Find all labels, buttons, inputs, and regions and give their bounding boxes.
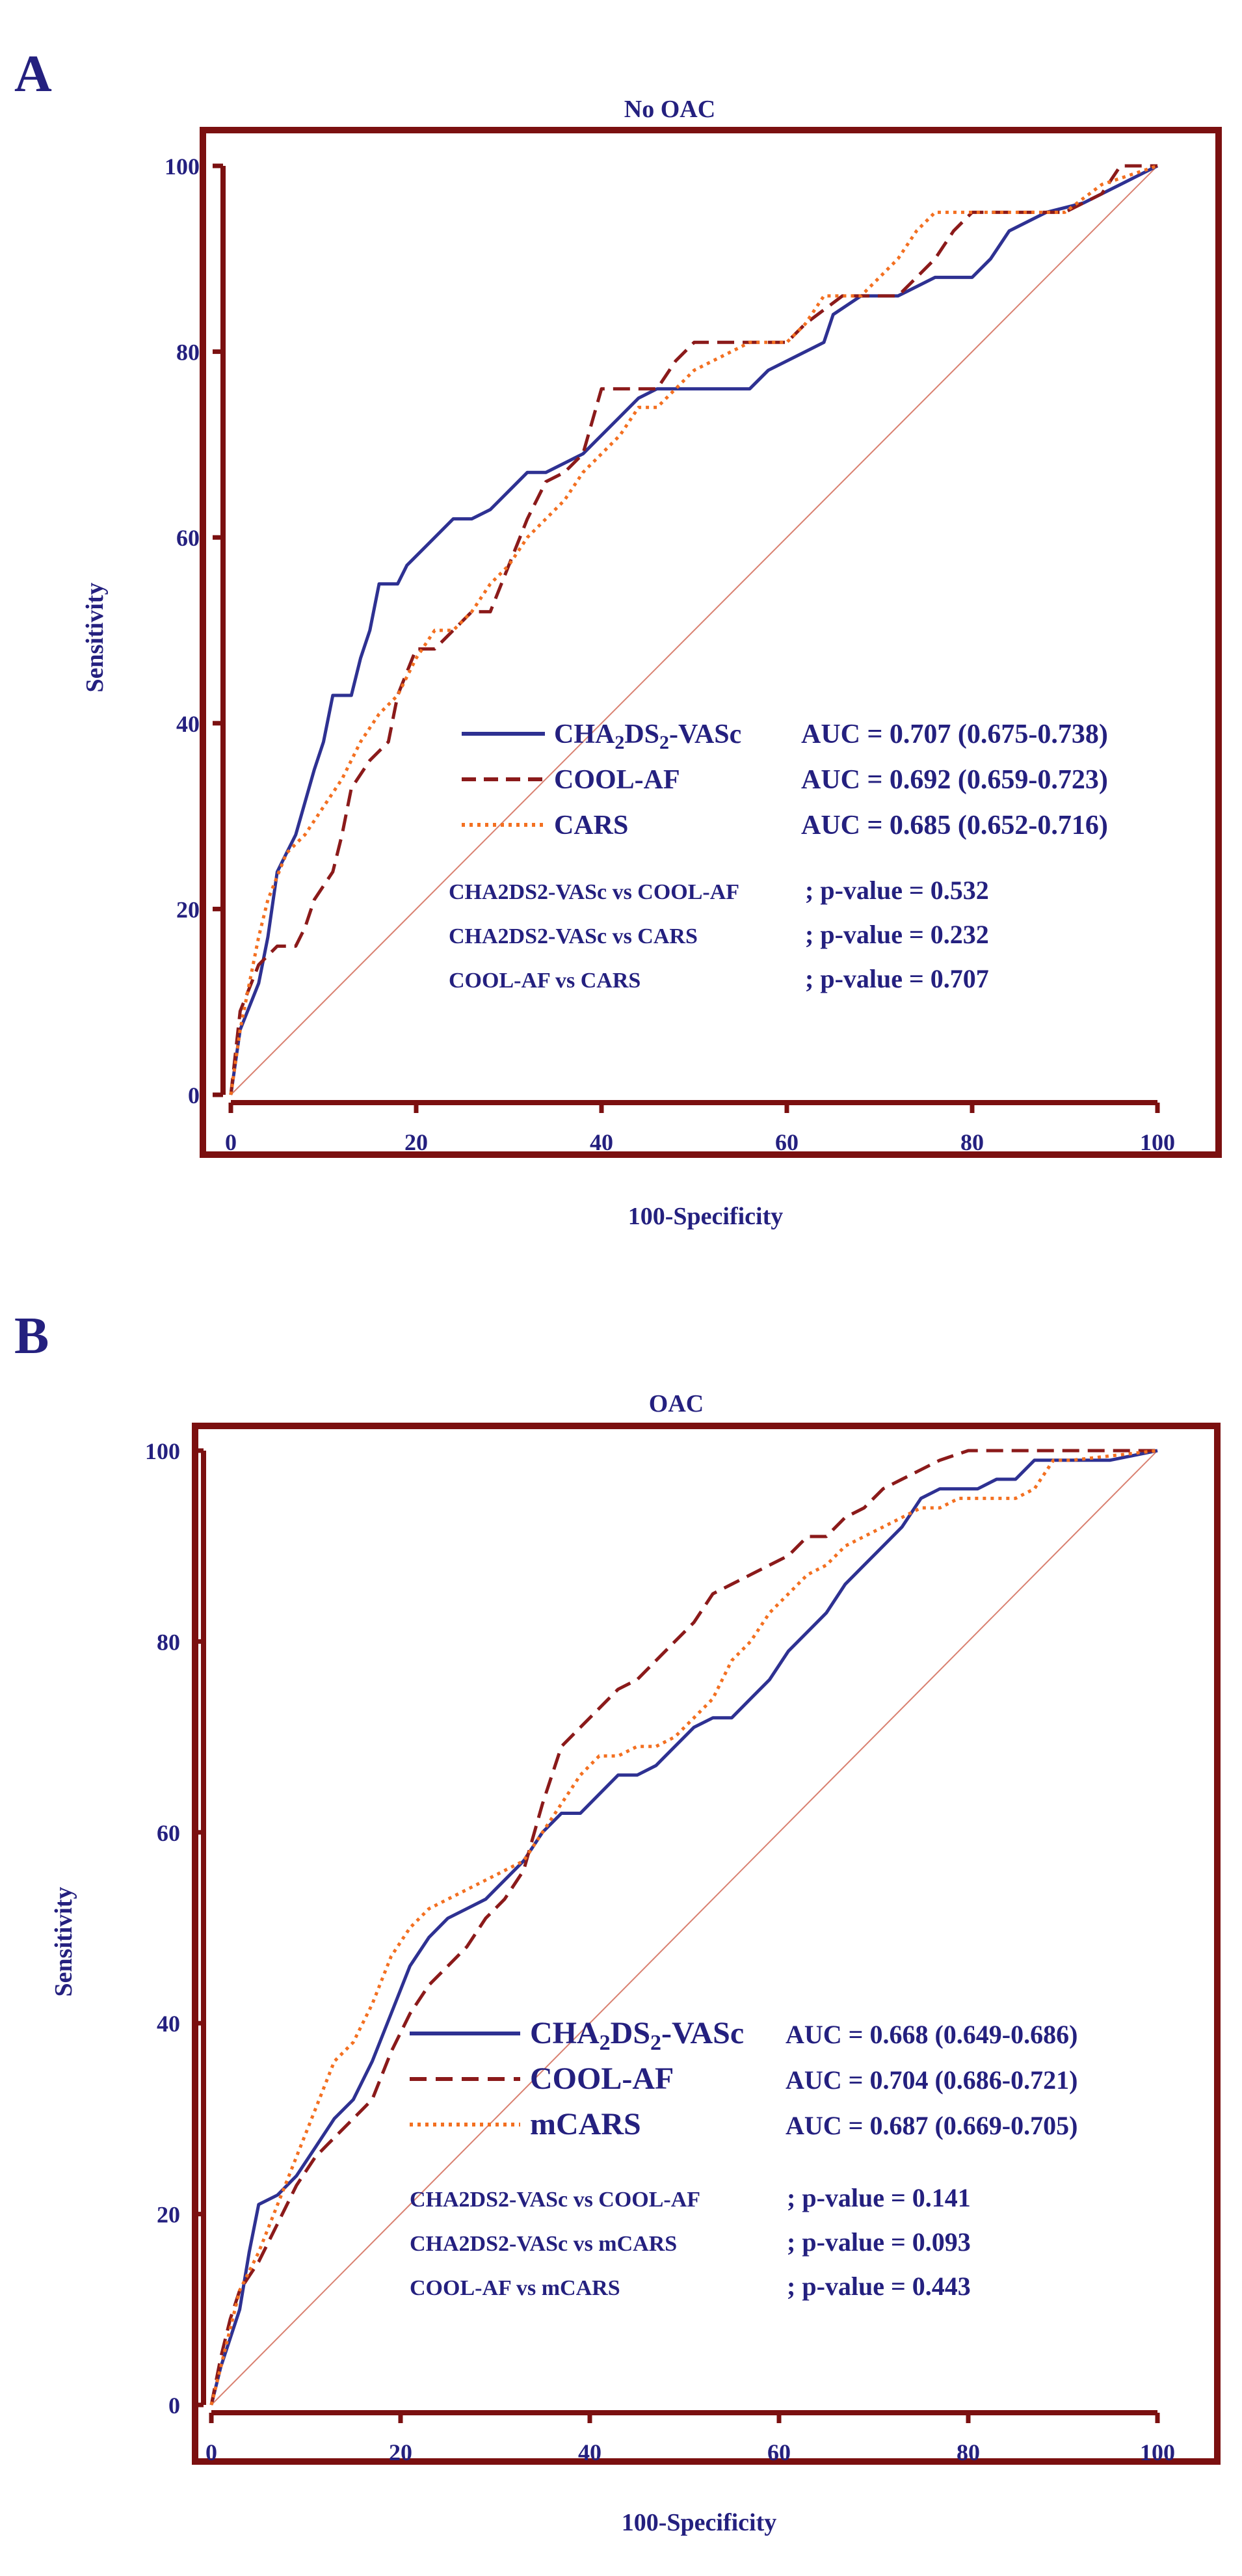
comparisons: CHA2DS2-VASc vs COOL-AF ; p-value = 0.53… [449,876,989,993]
y-tick-label: 60 [157,1820,180,1846]
comparison-right: ; p-value = 0.532 [805,876,989,905]
legend-label-coolaf: COOL-AF [530,2061,674,2096]
comparisons: CHA2DS2-VASc vs COOL-AF ; p-value = 0.14… [410,2183,971,2301]
chart-title: OAC [649,1390,704,1417]
panel-letter: A [14,46,52,103]
panel-b: B OAC Sensitivity 100-Specificity 0 20 40 6… [14,1308,1221,2536]
comparison-right: ; p-value = 0.707 [805,964,989,993]
x-tick-label: 40 [590,1129,613,1155]
legend-label-cha2ds2: CHA2DS2-VASc [530,2016,744,2055]
plot-frame [192,1423,1221,2465]
chart-title: No OAC [624,96,715,123]
comparison-left: CHA2DS2-VASc vs CARS [449,924,698,948]
legend-label-coolaf: COOL-AF [554,765,680,795]
panel-a: A No OAC Sensitivity 100-Specificity 0 20… [14,46,1222,1230]
comparison-left: CHA2DS2-VASc vs COOL-AF [410,2188,700,2212]
panel-letter: B [14,1308,49,1365]
x-axis-label: 100-Specificity [622,2509,777,2536]
comparison-right: ; p-value = 0.232 [805,920,989,949]
x-tick-label: 20 [404,1129,428,1155]
roc-curve-cha2ds2 [209,1449,1158,2406]
y-tick-label: 20 [176,896,200,922]
comparison-right: ; p-value = 0.093 [787,2227,971,2257]
x-tick-label: 80 [957,2439,980,2465]
x-tick-label: 60 [767,2439,791,2465]
legend-auc-coolaf: AUC = 0.692 (0.659-0.723) [801,765,1108,795]
legend-auc-cha2ds2: AUC = 0.668 (0.649-0.686) [786,2020,1077,2049]
x-tick-label: 0 [205,2439,217,2465]
y-tick-label: 100 [145,1438,180,1464]
x-tick-label: 100 [1140,1129,1175,1155]
comparison-left: COOL-AF vs mCARS [410,2276,620,2300]
y-tick-label: 40 [176,711,200,737]
reference-diagonal [211,1450,1158,2406]
legend-auc-cha2ds2: AUC = 0.707 (0.675-0.738) [801,719,1108,749]
plot-frame [200,127,1222,1158]
comparison-right: ; p-value = 0.443 [787,2272,971,2301]
x-tick-label: 20 [389,2439,412,2465]
x-tick-label: 100 [1140,2439,1175,2465]
comparison-left: CHA2DS2-VASc vs COOL-AF [449,880,739,904]
comparison-right: ; p-value = 0.141 [787,2183,971,2212]
x-tick-label: 80 [960,1129,984,1155]
comparison-left: COOL-AF vs CARS [449,969,641,993]
y-axis-label: Sensitivity [81,583,109,693]
x-tick-label: 60 [775,1129,799,1155]
y-tick-label: 0 [188,1082,200,1108]
y-tick-label: 0 [168,2393,180,2419]
legend-label-cha2ds2: CHA2DS2-VASc [554,719,741,753]
legend-auc-cars: AUC = 0.687 (0.669-0.705) [786,2111,1077,2140]
y-tick-label: 60 [176,525,200,551]
roc-curve-cha2ds2 [229,164,1159,1095]
x-tick-label: 40 [578,2439,601,2465]
roc-curve-cars [229,164,1158,1095]
x-axis-label: 100-Specificity [628,1203,784,1230]
y-axis-label: Sensitivity [50,1887,77,1997]
y-tick-label: 20 [157,2202,180,2228]
legend-auc-coolaf: AUC = 0.704 (0.686-0.721) [786,2065,1077,2095]
y-tick-label: 80 [157,1629,180,1655]
legend: CHA2DS2-VASc AUC = 0.707 (0.675-0.738) C… [462,719,1108,840]
y-tick-label: 40 [157,2011,180,2037]
roc-curve-cars [209,1449,1158,2406]
y-tick-label: 100 [165,154,200,180]
legend-label-cars: CARS [554,811,628,840]
roc-curve-coolaf [209,1449,1157,2406]
legend-label-cars: mCARS [530,2107,641,2141]
legend-auc-cars: AUC = 0.685 (0.652-0.716) [801,811,1108,840]
comparison-left: CHA2DS2-VASc vs mCARS [410,2232,677,2256]
roc-curve-coolaf [229,164,1157,1095]
reference-diagonal [230,165,1158,1095]
x-tick-label: 0 [225,1129,237,1155]
legend: CHA2DS2-VASc AUC = 0.668 (0.649-0.686) C… [410,2016,1077,2141]
y-tick-label: 80 [176,340,200,366]
